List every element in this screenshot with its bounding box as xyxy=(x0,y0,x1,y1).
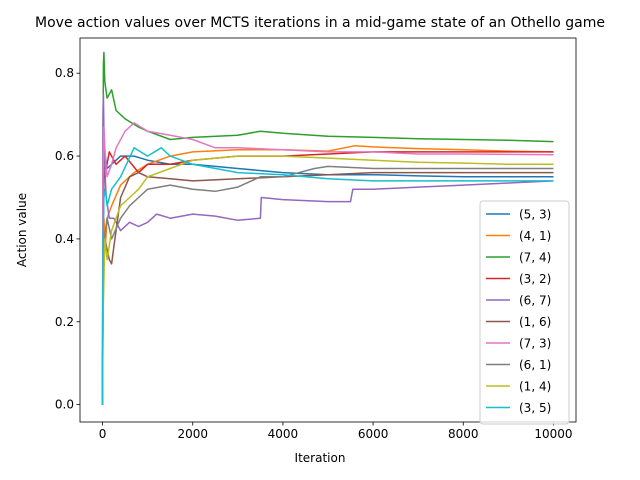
series-line-7 xyxy=(101,122,554,405)
y-axis-label: Action value xyxy=(15,193,29,267)
x-tick-label: 6000 xyxy=(358,427,389,441)
legend-label: (3, 5) xyxy=(519,401,551,415)
y-tick-label: 0.0 xyxy=(55,398,74,412)
legend-label: (6, 1) xyxy=(519,358,551,372)
series-line-10 xyxy=(101,147,554,405)
y-tick-label: 0.8 xyxy=(55,66,74,80)
series-line-9 xyxy=(101,155,554,405)
legend-label: (6, 7) xyxy=(519,294,551,308)
x-tick-label: 8000 xyxy=(448,427,479,441)
chart-title: Move action values over MCTS iterations … xyxy=(35,15,605,31)
y-tick-label: 0.6 xyxy=(55,149,74,163)
axes-frame xyxy=(79,37,577,423)
series-line-6 xyxy=(101,171,554,405)
y-tick-label: 0.4 xyxy=(55,232,74,246)
legend-label: (5, 3) xyxy=(519,208,551,222)
legend-label: (1, 6) xyxy=(519,315,551,329)
x-tick-label: 4000 xyxy=(268,427,299,441)
ticks-layer: 0 2000 4000 6000 8000 10000 0.0 0.2 0.4 0.6 0.8 xyxy=(55,66,573,441)
legend-label: (3, 2) xyxy=(519,272,551,286)
series-line-8 xyxy=(101,165,554,405)
x-tick-label: 10000 xyxy=(534,427,572,441)
legend-label: (7, 4) xyxy=(519,251,551,265)
legend-label: (1, 4) xyxy=(519,380,551,394)
x-axis-label: Iteration xyxy=(295,451,346,465)
series-layer xyxy=(101,51,554,405)
x-tick-label: 0 xyxy=(99,427,107,441)
x-tick-label: 2000 xyxy=(177,427,208,441)
legend: (5, 3) (4, 1) (7, 4) (3, 2) (6, 7) (1, 6) (7, … xyxy=(479,200,570,425)
legend-label: (7, 3) xyxy=(519,337,551,351)
y-tick-label: 0.2 xyxy=(55,315,74,329)
series-line-3 xyxy=(101,51,554,405)
legend-label: (4, 1) xyxy=(519,229,551,243)
axes-layer xyxy=(79,37,577,423)
